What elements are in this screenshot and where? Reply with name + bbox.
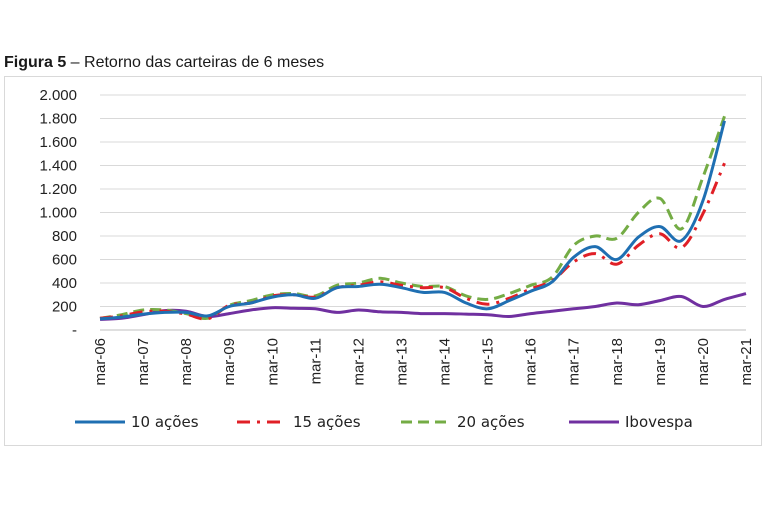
y-tick-label: 1.200 <box>39 181 77 198</box>
figure-caption-label: Figura 5 <box>4 54 67 71</box>
figure-caption-separator: – <box>66 54 85 71</box>
x-tick-label: mar-21 <box>738 338 755 386</box>
x-tick-label: mar-19 <box>652 338 669 386</box>
y-tick-label: 2.000 <box>39 87 77 104</box>
figure-caption-text: Retorno das carteiras de 6 meses <box>84 54 325 71</box>
line-chart: - 200 400 600 800 1.000 1.200 1.400 1.600 1.800 2.… <box>39 87 755 431</box>
legend-label: 20 ações <box>457 413 525 431</box>
chart-frame: - 200 400 600 800 1.000 1.200 1.400 1.600 1.800 2.… <box>4 76 762 446</box>
legend-label: 10 ações <box>131 413 199 431</box>
x-tick-label: mar-16 <box>523 338 540 386</box>
series-line-15-a-es <box>99 162 726 321</box>
y-tick-label: 1.400 <box>39 158 77 175</box>
legend-label: 15 ações <box>293 413 361 431</box>
y-tick-label: - <box>72 322 77 339</box>
x-tick-label: mar-11 <box>307 338 324 384</box>
x-tick-label: mar-07 <box>135 338 152 386</box>
x-tick-label: mar-17 <box>566 338 583 386</box>
x-tick-label: mar-15 <box>480 338 497 386</box>
y-tick-label: 1.800 <box>39 111 77 128</box>
figure-caption: Figura 5 – Retorno das carteiras de 6 me… <box>4 54 324 72</box>
y-tick-label: 200 <box>52 299 77 316</box>
y-tick-label: 800 <box>52 228 77 245</box>
x-tick-label: mar-18 <box>609 338 626 386</box>
x-tick-label: mar-10 <box>264 338 281 386</box>
series-line-20-a-es <box>99 115 726 321</box>
y-tick-label: 400 <box>52 275 77 292</box>
x-tick-label: mar-14 <box>437 338 454 386</box>
x-tick-label: mar-08 <box>178 338 195 386</box>
y-tick-label: 1.600 <box>39 134 77 151</box>
y-tick-label: 1.000 <box>39 205 77 222</box>
series-line-10-a-es <box>99 120 726 321</box>
y-tick-label: 600 <box>52 252 77 269</box>
x-tick-label: mar-20 <box>695 338 712 386</box>
x-tick-label: mar-06 <box>92 338 109 386</box>
x-tick-label: mar-13 <box>393 338 410 386</box>
x-tick-label: mar-09 <box>221 338 238 386</box>
x-tick-label: mar-12 <box>350 338 367 386</box>
legend-label: Ibovespa <box>625 413 693 431</box>
